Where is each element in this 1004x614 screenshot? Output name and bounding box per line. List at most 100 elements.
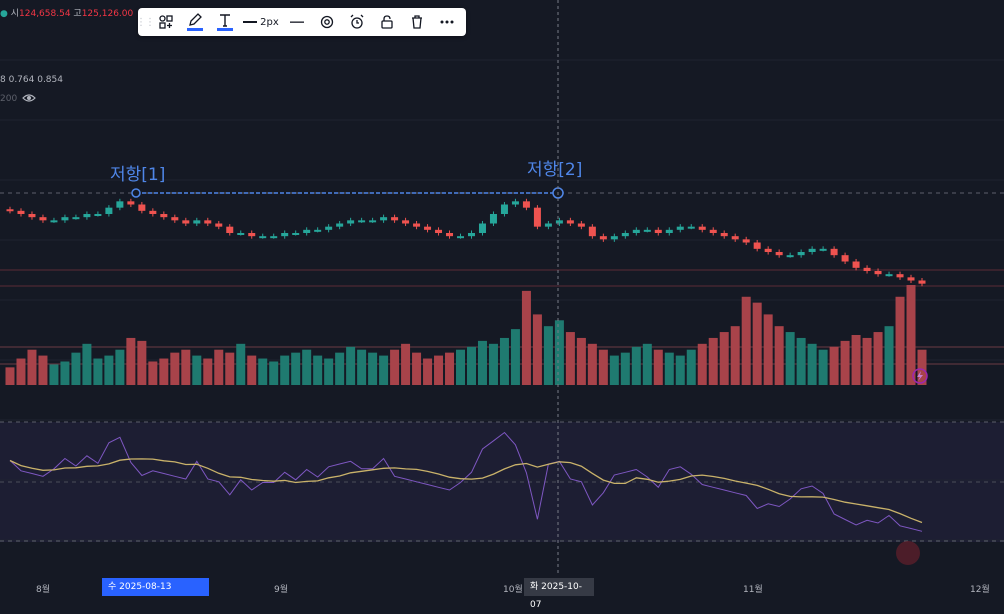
more-button[interactable] xyxy=(432,8,462,36)
candle-body-22 xyxy=(248,233,256,237)
drawing-toolbar: ⋮⋮ 2px xyxy=(136,8,466,36)
rsi-oversold-marker xyxy=(896,541,920,565)
candle-body-6 xyxy=(72,217,80,220)
settings-icon xyxy=(320,15,334,29)
resistance-1-label[interactable]: 저항[1] xyxy=(110,165,166,185)
volume-bar-34 xyxy=(379,355,389,385)
lock-icon xyxy=(381,15,393,29)
candle-body-76 xyxy=(841,255,849,262)
volume-bar-56 xyxy=(620,352,630,385)
candle-body-66 xyxy=(731,236,739,240)
volume-bar-28 xyxy=(313,355,323,385)
indicator-hidden-value: 200 xyxy=(0,94,18,104)
candle-body-78 xyxy=(863,267,871,271)
volume-bar-72 xyxy=(796,337,806,385)
candle-body-50 xyxy=(555,220,563,224)
candle-body-41 xyxy=(457,236,465,239)
candle-body-31 xyxy=(347,220,355,224)
volume-bar-20 xyxy=(225,352,235,385)
volume-bar-29 xyxy=(324,358,334,385)
candle-body-36 xyxy=(402,220,410,224)
volume-bars xyxy=(5,285,927,385)
drag-handle[interactable]: ⋮⋮ xyxy=(136,16,155,28)
volume-bar-70 xyxy=(774,326,784,385)
candle-body-0 xyxy=(6,209,14,212)
volume-bar-15 xyxy=(170,352,180,385)
volume-bar-61 xyxy=(675,355,685,385)
template-button[interactable] xyxy=(152,8,180,36)
candle-body-30 xyxy=(336,223,344,227)
volume-bar-83 xyxy=(917,349,927,385)
candle-body-23 xyxy=(259,236,267,239)
volume-bar-51 xyxy=(565,332,575,385)
legend-open-value: 124,658.54 xyxy=(19,9,71,19)
candle-body-15 xyxy=(171,217,179,221)
lightning-glyph xyxy=(917,371,923,381)
candle-body-71 xyxy=(786,255,794,258)
delete-button[interactable] xyxy=(402,8,432,36)
candle-body-1 xyxy=(17,210,25,214)
price-chart[interactable] xyxy=(0,0,1004,600)
candle-body-14 xyxy=(160,214,168,218)
settings-button[interactable] xyxy=(312,8,342,36)
volume-bar-45 xyxy=(499,337,509,385)
alert-icon xyxy=(350,14,364,29)
volume-bar-14 xyxy=(159,358,169,385)
line-width-icon xyxy=(243,21,258,23)
volume-bar-50 xyxy=(554,320,564,385)
lightning-icon[interactable] xyxy=(912,368,928,384)
legend-high-label: 고 xyxy=(73,9,82,19)
resistance-2-label[interactable]: 저항[2] xyxy=(527,160,583,180)
candle-body-68 xyxy=(753,242,761,249)
volume-bar-21 xyxy=(236,343,246,385)
eye-icon[interactable] xyxy=(22,93,36,103)
rsi-lines xyxy=(9,431,923,532)
text-color-button[interactable] xyxy=(210,8,240,36)
volume-bar-68 xyxy=(752,302,762,385)
volume-bar-46 xyxy=(510,329,520,385)
candle-body-63 xyxy=(698,226,706,230)
volume-bar-53 xyxy=(587,343,597,385)
volume-bar-82 xyxy=(906,285,916,385)
candle-body-49 xyxy=(544,223,552,227)
x-label-aug: 8월 xyxy=(36,585,51,595)
candle-body-24 xyxy=(270,236,278,239)
volume-bar-37 xyxy=(412,352,422,385)
volume-bar-17 xyxy=(192,355,202,385)
alert-button[interactable] xyxy=(342,8,372,36)
volume-bar-60 xyxy=(664,352,674,385)
candle-body-27 xyxy=(303,229,311,233)
pencil-icon xyxy=(189,13,202,26)
volume-bar-58 xyxy=(642,343,652,385)
indicator-legend: 8 0.764 0.854 xyxy=(0,75,63,85)
volume-bar-63 xyxy=(697,343,707,385)
volume-bar-5 xyxy=(60,361,70,385)
candle-body-35 xyxy=(391,217,399,221)
x-label-sep: 9월 xyxy=(274,585,289,595)
x-label-nov: 11월 xyxy=(743,585,763,595)
volume-bar-62 xyxy=(686,349,696,385)
line-style-icon xyxy=(290,21,304,23)
volume-bar-0 xyxy=(5,367,15,385)
candle-body-56 xyxy=(621,233,629,237)
candle-body-60 xyxy=(665,229,673,233)
volume-bar-52 xyxy=(576,337,586,385)
line-style-button[interactable] xyxy=(282,8,312,36)
candle-body-64 xyxy=(709,229,717,233)
candle-body-58 xyxy=(643,229,651,232)
candle-body-40 xyxy=(446,233,454,237)
candle-body-82 xyxy=(907,277,915,281)
volume-bar-77 xyxy=(851,335,861,385)
candle-body-77 xyxy=(852,261,860,268)
x-selected-date: 수 2025-08-13 xyxy=(102,578,209,596)
volume-bar-66 xyxy=(730,326,740,385)
line-color-button[interactable] xyxy=(180,8,210,36)
candle-body-54 xyxy=(599,236,607,240)
volume-bar-22 xyxy=(247,355,257,385)
x-label-oct: 10월 xyxy=(503,585,523,595)
volume-bar-10 xyxy=(115,349,125,385)
volume-bar-3 xyxy=(38,355,48,385)
lock-button[interactable] xyxy=(372,8,402,36)
line-width-button[interactable]: 2px xyxy=(240,8,282,36)
volume-bar-48 xyxy=(532,314,542,385)
